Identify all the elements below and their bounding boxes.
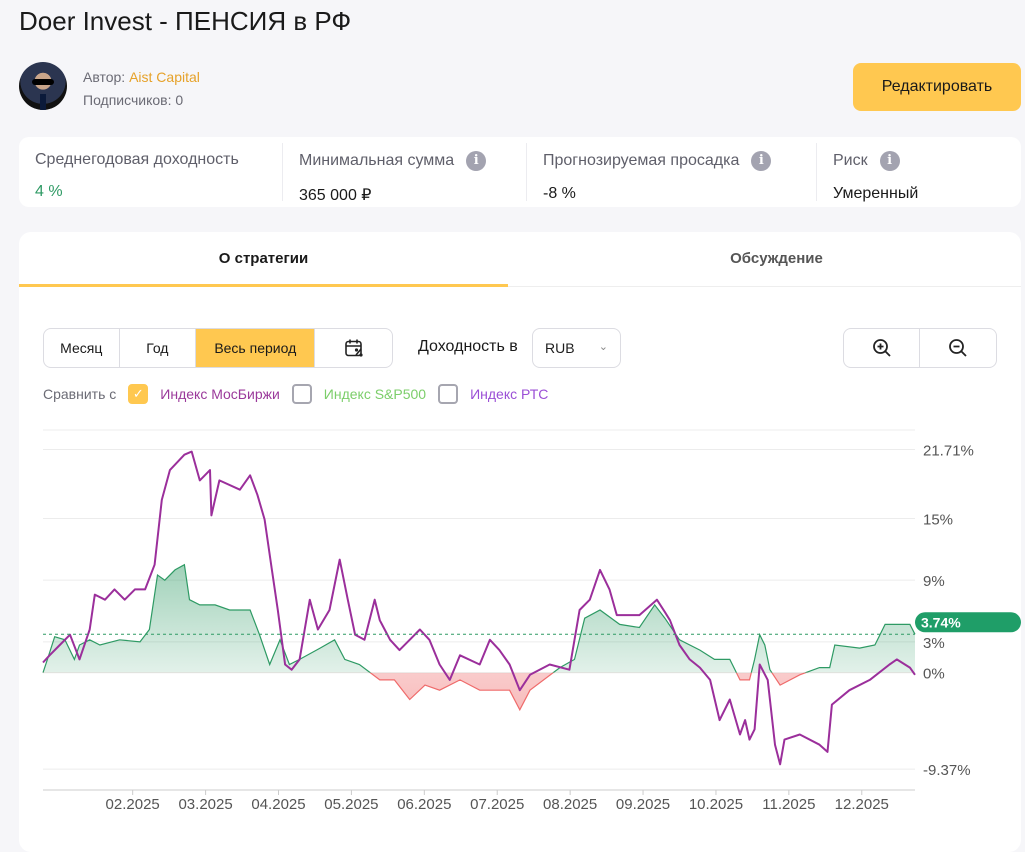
x-tick-label: 12.2025 <box>835 796 889 813</box>
period-all-button[interactable]: Весь период <box>196 329 316 367</box>
author-avatar[interactable] <box>19 62 67 110</box>
y-tick-label: 0% <box>923 666 945 683</box>
compare-sp500-label[interactable]: Индекс S&P500 <box>323 386 427 402</box>
calendar-percent-icon <box>344 339 363 357</box>
negative-area <box>43 672 915 710</box>
page-title: Doer Invest - ПЕНСИЯ в РФ <box>19 6 352 36</box>
author-link[interactable]: Aist Capital <box>129 69 200 85</box>
x-tick-label: 10.2025 <box>689 796 743 813</box>
current-value-label: 3.74% <box>921 614 961 630</box>
y-tick-label: -9.37% <box>923 762 971 779</box>
positive-area <box>43 564 915 673</box>
x-tick-label: 03.2025 <box>178 796 232 813</box>
compare-sp500[interactable]: Индекс S&P500 <box>291 384 427 404</box>
currency-value: RUB <box>545 340 575 356</box>
compare-row: Сравнить с ✓ Индекс МосБиржи Индекс S&P50… <box>43 384 548 404</box>
author-line: Автор: Aist Capital <box>83 69 200 85</box>
calendar-button[interactable] <box>315 329 392 367</box>
tab-divider <box>19 286 1021 287</box>
stat-min-amount: Минимальная сумма i 365 000 ₽ <box>283 143 527 204</box>
x-tick-label: 06.2025 <box>397 796 451 813</box>
stat-label: Среднегодовая доходность <box>35 151 239 168</box>
y-tick-label: 21.71% <box>923 442 974 459</box>
x-tick-label: 07.2025 <box>470 796 524 813</box>
stat-label: Риск <box>833 152 868 169</box>
info-icon[interactable]: i <box>751 151 772 171</box>
currency-select[interactable]: RUB ⌄ <box>532 328 621 368</box>
compare-rts[interactable]: Индекс РТС <box>438 384 548 404</box>
zoom-out-icon <box>949 339 967 357</box>
active-tab-indicator <box>19 284 508 287</box>
y-tick-label: 3% <box>923 635 945 652</box>
zoom-controls <box>843 328 997 368</box>
tab-about-strategy[interactable]: О стратегии <box>218 250 309 267</box>
strategy-line-negative <box>43 672 808 712</box>
checkbox-checked[interactable]: ✓ <box>128 384 149 404</box>
returns-chart[interactable]: 21.71% 15% 9% 3% 0% -9.37% 02.2025 03.2025 04.20… <box>0 420 1025 833</box>
compare-label: Сравнить с <box>43 386 117 402</box>
y-tick-label: 9% <box>923 573 945 590</box>
strategy-panel: О стратегии Обсуждение Месяц Год Весь пе… <box>19 232 1021 852</box>
stat-label: Минимальная сумма <box>299 152 455 169</box>
current-value-badge: 3.74% <box>915 612 1021 633</box>
stat-value: 365 000 ₽ <box>299 187 372 204</box>
checkbox-unchecked[interactable] <box>438 384 459 404</box>
zoom-out-button[interactable] <box>920 329 996 367</box>
compare-rts-label[interactable]: Индекс РТС <box>470 386 549 402</box>
x-tick-label: 05.2025 <box>324 796 378 813</box>
stat-annual-return: Среднегодовая доходность 4 % <box>19 143 283 201</box>
period-selector: Месяц Год Весь период <box>43 328 393 368</box>
chevron-down-icon: ⌄ <box>598 341 608 353</box>
stat-label: Прогнозируемая просадка <box>543 152 740 169</box>
author-label: Автор: <box>83 69 126 85</box>
x-tick-label: 11.2025 <box>762 796 815 813</box>
compare-moex[interactable]: ✓ Индекс МосБиржи <box>128 384 280 404</box>
strategy-line <box>42 563 916 673</box>
info-icon[interactable]: i <box>466 151 487 171</box>
tab-discussion[interactable]: Обсуждение <box>730 250 823 267</box>
period-year-button[interactable]: Год <box>120 329 197 367</box>
compare-moex-label[interactable]: Индекс МосБиржи <box>160 386 280 402</box>
stat-drawdown: Прогнозируемая просадка i -8 % <box>527 143 817 202</box>
x-tick-label: 02.2025 <box>106 796 160 813</box>
stat-value: 4 % <box>35 183 63 200</box>
currency-label: Доходность в <box>418 338 518 355</box>
zoom-in-button[interactable] <box>844 329 920 367</box>
stat-value: -8 % <box>543 185 576 202</box>
stats-card: Среднегодовая доходность 4 % Минимальная … <box>19 137 1021 207</box>
x-tick-label: 08.2025 <box>543 796 597 813</box>
stat-value: Умеренный <box>833 185 919 202</box>
moex-index-line <box>42 450 916 766</box>
zoom-in-icon <box>872 339 891 357</box>
period-month-button[interactable]: Месяц <box>44 329 120 367</box>
stat-risk: Риск i Умеренный <box>817 143 1017 202</box>
subscribers-count: Подписчиков: 0 <box>83 92 184 108</box>
checkbox-unchecked[interactable] <box>291 384 312 404</box>
x-tick-label: 09.2025 <box>616 796 670 813</box>
x-tick-label: 04.2025 <box>251 796 305 813</box>
y-tick-label: 15% <box>923 511 953 528</box>
info-icon[interactable]: i <box>879 151 900 171</box>
edit-button[interactable]: Редактировать <box>853 63 1021 111</box>
